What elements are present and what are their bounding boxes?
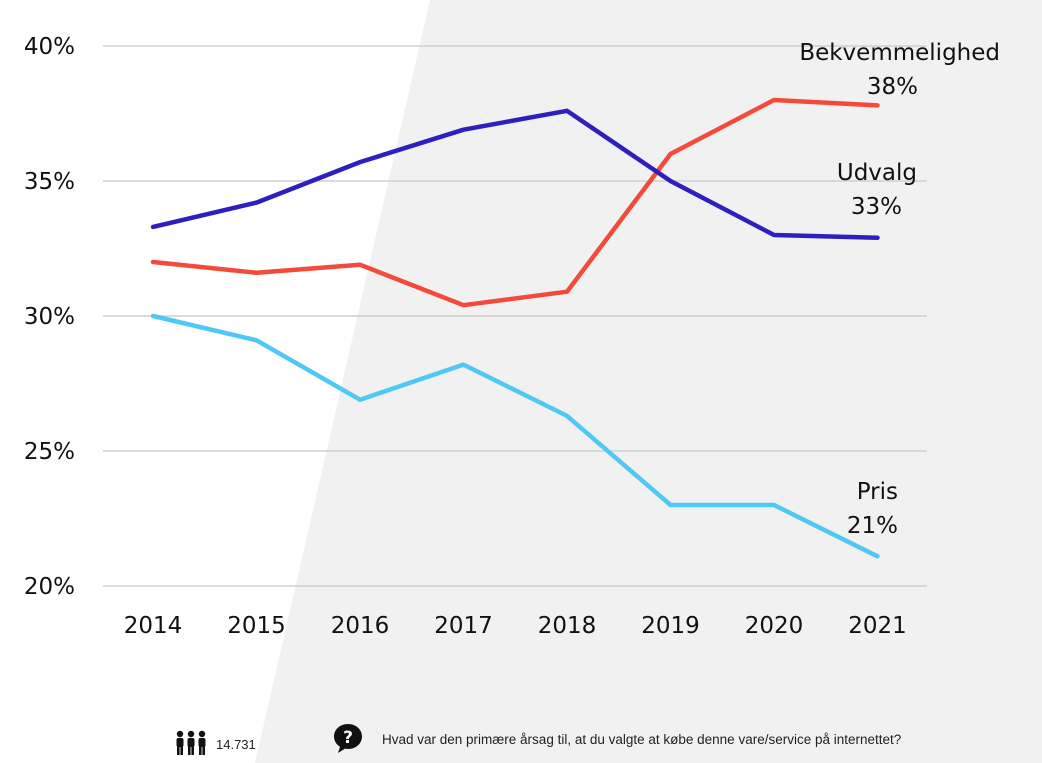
y-tick-label: 25% bbox=[24, 439, 75, 465]
series-line-udvalg bbox=[150, 108, 880, 240]
series-name-label: Udvalg bbox=[837, 160, 917, 186]
y-axis-ticks: 20% 25% 30% 35% 40% bbox=[24, 34, 75, 600]
x-tick-label: 2015 bbox=[227, 613, 286, 639]
question-bubble-icon: ? bbox=[332, 722, 364, 757]
x-tick-label: 2021 bbox=[848, 613, 907, 639]
people-group-icon bbox=[174, 730, 208, 759]
survey-question: ? Hvad var den primære årsag til, at du … bbox=[332, 722, 901, 757]
y-tick-label: 40% bbox=[24, 34, 75, 60]
x-tick-label: 2019 bbox=[641, 613, 700, 639]
y-tick-label: 20% bbox=[24, 574, 75, 600]
series-value-label: 38% bbox=[867, 74, 918, 100]
question-text: Hvad var den primære årsag til, at du va… bbox=[382, 732, 902, 747]
series-line-bekvemmelighed bbox=[150, 97, 880, 308]
series-line-pris bbox=[150, 313, 880, 559]
series-name-label: Bekvemmelighed bbox=[799, 40, 1000, 66]
y-tick-label: 30% bbox=[24, 304, 75, 330]
series-value-label: 21% bbox=[847, 513, 898, 539]
series-lines bbox=[150, 97, 880, 559]
series-name-label: Pris bbox=[857, 479, 898, 505]
line-chart: 20% 25% 30% 35% 40% 2014 2015 2016 2017 2018 2019… bbox=[24, 34, 1000, 639]
series-labels: Bekvemmelighed 38% Udvalg 33% Pris 21% bbox=[799, 40, 1000, 539]
x-tick-label: 2014 bbox=[124, 613, 183, 639]
x-tick-label: 2016 bbox=[331, 613, 390, 639]
svg-text:?: ? bbox=[343, 728, 353, 748]
series-value-label: 33% bbox=[851, 194, 902, 220]
respondent-count: 14.731 bbox=[174, 730, 256, 759]
grid-lines bbox=[103, 45, 927, 587]
x-tick-label: 2020 bbox=[745, 613, 804, 639]
x-tick-label: 2017 bbox=[434, 613, 493, 639]
x-axis-ticks: 2014 2015 2016 2017 2018 2019 2020 2021 bbox=[124, 613, 907, 639]
respondent-count-value: 14.731 bbox=[216, 737, 256, 752]
x-tick-label: 2018 bbox=[538, 613, 597, 639]
y-tick-label: 35% bbox=[24, 169, 75, 195]
